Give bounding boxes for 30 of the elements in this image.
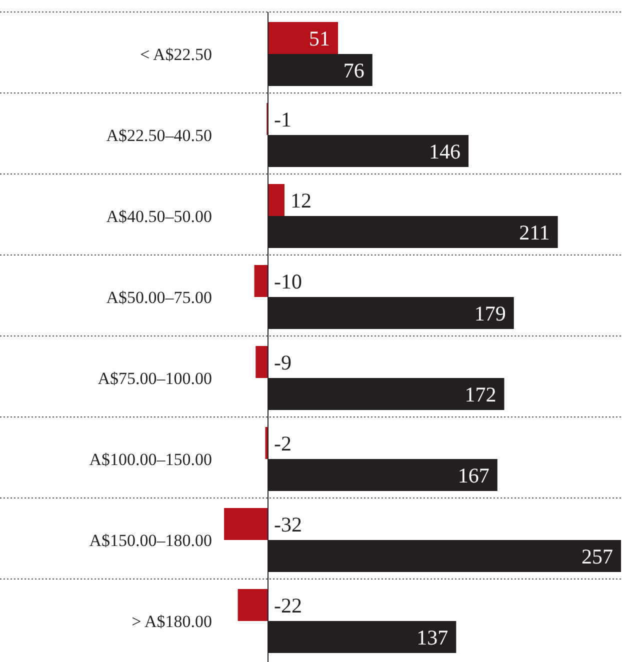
data-label: -10 [274, 269, 302, 294]
data-label: 51 [309, 26, 330, 50]
y-tick-label: A$22.50–40.50 [106, 126, 212, 145]
data-label: -9 [274, 350, 292, 374]
y-tick-label: A$75.00–100.00 [98, 368, 212, 388]
bar [254, 265, 268, 297]
y-tick-label: A$100.00–150.00 [89, 450, 212, 469]
bar [238, 589, 268, 621]
y-tick-label: < A$22.50 [140, 44, 212, 64]
bar [256, 346, 268, 378]
data-label: 179 [474, 301, 506, 326]
y-tick-label: > A$180.00 [132, 612, 212, 631]
bar [268, 22, 338, 54]
data-label: 167 [458, 463, 490, 488]
data-label: 257 [582, 544, 613, 568]
data-label: -32 [274, 512, 302, 536]
data-label: -2 [274, 431, 292, 456]
data-label: 12 [290, 188, 312, 212]
y-tick-label: A$150.00–180.00 [89, 530, 212, 550]
data-label: -1 [274, 107, 292, 132]
data-label: 211 [519, 220, 550, 244]
y-tick-label: A$40.50–50.00 [106, 206, 212, 226]
data-label: 146 [429, 139, 461, 164]
data-label: -22 [274, 593, 302, 618]
data-label: 76 [343, 58, 364, 82]
data-label: 137 [416, 625, 448, 650]
bar [268, 184, 284, 216]
data-label: 172 [464, 382, 496, 406]
y-tick-label: A$50.00–75.00 [106, 288, 212, 307]
bar [224, 508, 268, 540]
